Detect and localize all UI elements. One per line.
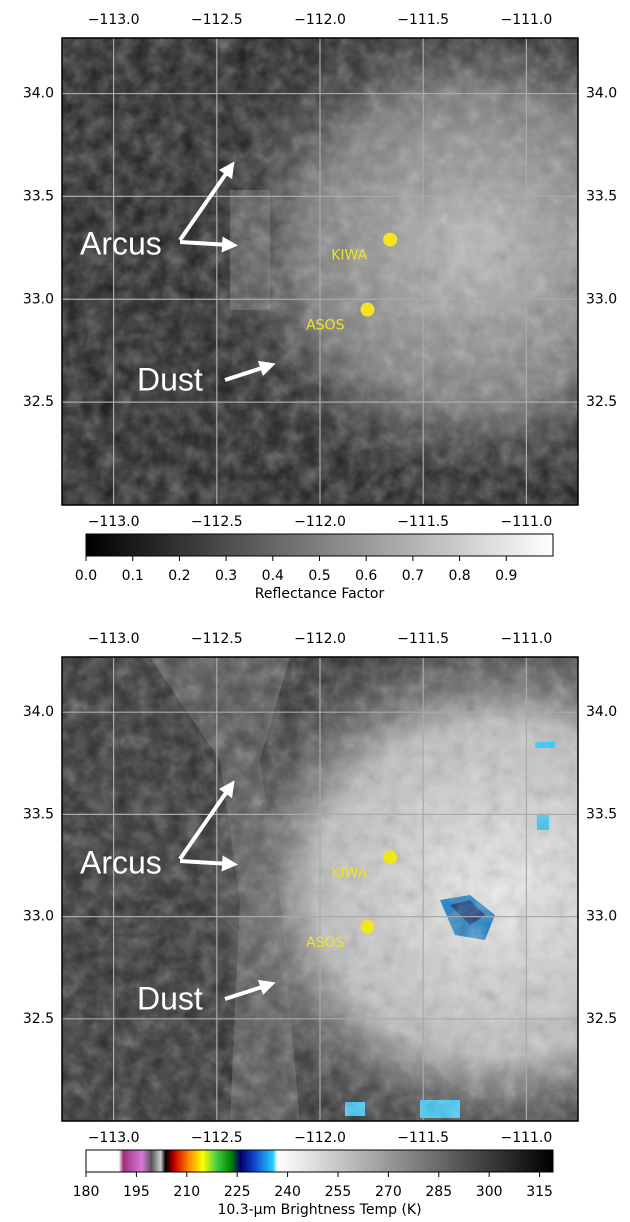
colorbar-label: Reflectance Factor [255, 586, 385, 602]
colorbar-tick-label: 225 [224, 1184, 251, 1200]
colorbar [86, 1150, 553, 1172]
lat-tick-label: 33.5 [586, 188, 617, 204]
lat-tick-label: 32.5 [586, 1011, 617, 1027]
station-dot [383, 850, 397, 864]
annotation: Arcus [80, 225, 162, 261]
colorbar-tick-label: 210 [173, 1184, 200, 1200]
lat-tick-label: 33.0 [586, 909, 617, 925]
lon-tick-label: −112.5 [191, 1130, 243, 1146]
colorbar-tick-label: 300 [476, 1184, 503, 1200]
lat-tick-label: 33.5 [23, 188, 54, 204]
annotation: Dust [137, 980, 203, 1016]
lat-tick-label: 33.5 [586, 806, 617, 822]
lon-tick-label: −112.0 [294, 514, 346, 530]
colorbar-label: 10.3-μm Brightness Temp (K) [217, 1202, 421, 1218]
lon-tick-label: −113.0 [88, 514, 140, 530]
station-label: KIWA [331, 865, 367, 881]
station-dot [360, 303, 374, 317]
lon-tick-label: −111.0 [500, 631, 552, 647]
lon-tick-label: −111.5 [397, 12, 449, 28]
lon-tick-label: −112.0 [294, 12, 346, 28]
colorbar-tick-label: 0.7 [402, 568, 424, 584]
colorbar-tick-label: 285 [425, 1184, 452, 1200]
colorbar-tick-label: 315 [526, 1184, 553, 1200]
colorbar-tick-label: 0.1 [122, 568, 144, 584]
lat-tick-label: 34.0 [586, 86, 617, 102]
colorbar-tick-label: 0.5 [308, 568, 330, 584]
lat-tick-label: 34.0 [23, 704, 54, 720]
lat-tick-label: 32.5 [23, 1011, 54, 1027]
colorbar-tick-label: 0.0 [75, 568, 97, 584]
station-label: ASOS [306, 935, 344, 951]
lat-tick-label: 33.0 [23, 291, 54, 307]
colorbar-tick-label: 0.6 [355, 568, 377, 584]
colorbar [86, 534, 553, 556]
lat-tick-label: 33.5 [23, 806, 54, 822]
lat-tick-label: 34.0 [586, 704, 617, 720]
lat-tick-label: 33.0 [23, 909, 54, 925]
station-label: ASOS [306, 318, 344, 334]
lat-tick-label: 34.0 [23, 86, 54, 102]
colorbar-tick-label: 240 [274, 1184, 301, 1200]
lon-tick-label: −113.0 [88, 1130, 140, 1146]
colorbar-tick-label: 0.2 [168, 568, 190, 584]
colorbar-tick-label: 0.3 [215, 568, 237, 584]
lon-tick-label: −112.0 [294, 1130, 346, 1146]
lon-tick-label: −111.0 [500, 514, 552, 530]
lat-tick-label: 32.5 [586, 394, 617, 410]
lon-tick-label: −112.5 [191, 12, 243, 28]
lon-tick-label: −111.0 [500, 12, 552, 28]
lon-tick-label: −111.5 [397, 1130, 449, 1146]
lon-tick-label: −113.0 [88, 631, 140, 647]
lat-tick-label: 33.0 [586, 291, 617, 307]
lon-tick-label: −112.0 [294, 631, 346, 647]
lon-tick-label: −111.0 [500, 1130, 552, 1146]
lon-tick-label: −111.5 [397, 631, 449, 647]
colorbar-tick-label: 180 [73, 1184, 100, 1200]
lon-tick-label: −112.5 [191, 631, 243, 647]
colorbar-tick-label: 255 [325, 1184, 352, 1200]
lat-tick-label: 32.5 [23, 394, 54, 410]
annotation: Arcus [80, 844, 162, 880]
figure: −113.0 −113.0 −112.5 −112.5 −112.0 −112.0 −111… [0, 0, 630, 1222]
lon-tick-label: −111.5 [397, 514, 449, 530]
colorbar-tick-label: 0.8 [448, 568, 470, 584]
colorbar-tick-label: 195 [123, 1184, 150, 1200]
colorbar-tick-label: 0.4 [262, 568, 284, 584]
station-label: KIWA [331, 248, 367, 264]
lon-tick-label: −113.0 [88, 12, 140, 28]
annotation: Dust [137, 361, 203, 397]
station-dot [360, 920, 374, 934]
lon-tick-label: −112.5 [191, 514, 243, 530]
colorbar-tick-label: 0.9 [495, 568, 517, 584]
colorbar-tick-label: 270 [375, 1184, 402, 1200]
station-dot [383, 233, 397, 247]
